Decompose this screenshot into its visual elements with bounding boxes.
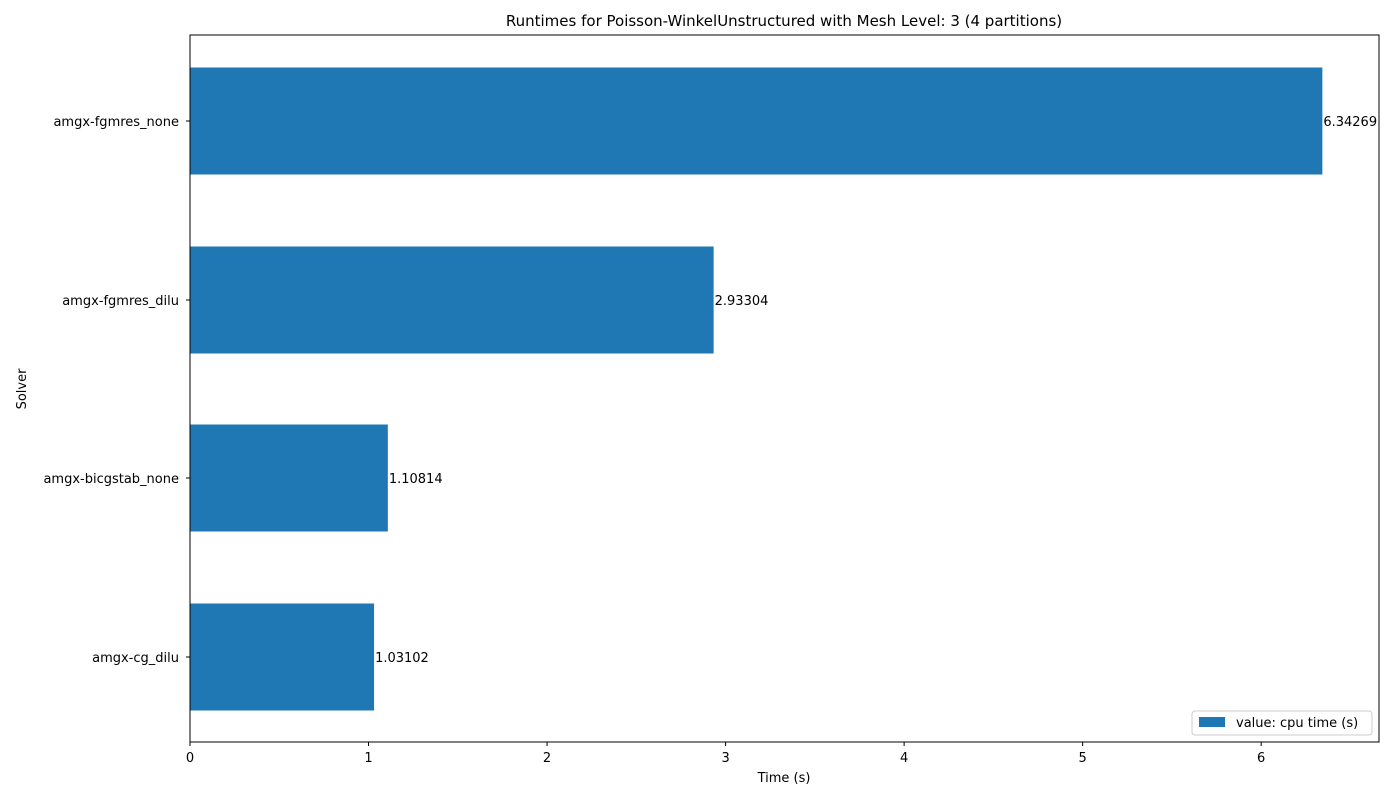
bar-value-label: 1.03102 <box>375 651 429 666</box>
bars-group <box>190 67 1323 711</box>
x-tick-label: 4 <box>900 751 908 766</box>
bar-value-label: 1.10814 <box>389 472 443 487</box>
bar-amgx-bicgstab_none <box>190 424 388 532</box>
y-tick-label: amgx-fgmres_none <box>53 115 179 130</box>
bar-value-label: 2.93304 <box>715 294 769 309</box>
y-tick-label: amgx-fgmres_dilu <box>62 294 179 309</box>
x-tick-label: 5 <box>1079 751 1087 766</box>
y-axis-ticks: amgx-fgmres_none amgx-fgmres_dilu amgx-bic… <box>43 115 190 666</box>
y-axis-label: Solver <box>15 368 30 410</box>
x-axis-label: Time (s) <box>757 771 811 786</box>
legend-swatch <box>1199 717 1225 727</box>
x-tick-label: 3 <box>721 751 729 766</box>
legend-label: value: cpu time (s) <box>1236 716 1358 731</box>
x-tick-label: 1 <box>364 751 372 766</box>
x-tick-label: 0 <box>186 751 194 766</box>
x-tick-label: 6 <box>1257 751 1265 766</box>
bar-value-label: 6.34269 <box>1323 115 1377 130</box>
y-tick-label: amgx-cg_dilu <box>92 651 179 666</box>
bar-amgx-fgmres_none <box>190 67 1323 175</box>
legend-box <box>1191 710 1373 736</box>
plot-frame <box>189 34 1380 743</box>
bar-labels-group: 6.34269 2.93304 1.10814 1.03102 <box>375 115 1377 666</box>
bar-amgx-cg_dilu <box>190 603 375 711</box>
y-tick-label: amgx-bicgstab_none <box>43 472 179 487</box>
x-tick-label: 2 <box>543 751 551 766</box>
bar-amgx-fgmres_dilu <box>190 246 714 354</box>
legend: value: cpu time (s) <box>1191 710 1373 736</box>
chart-title: Runtimes for Poisson-WinkelUnstructured … <box>506 12 1062 30</box>
x-axis-ticks: 0 1 2 3 4 5 6 <box>186 742 1265 766</box>
